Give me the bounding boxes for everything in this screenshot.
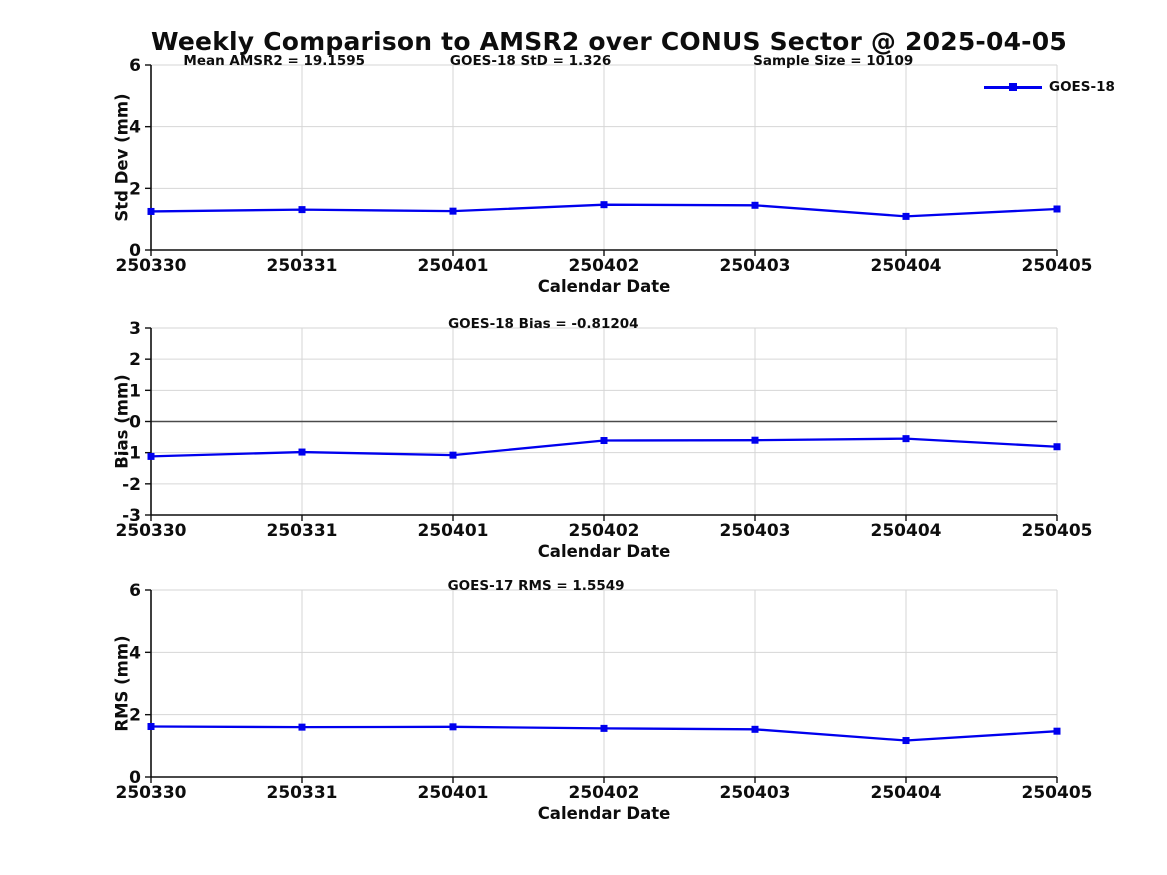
x-tick-label: 250405	[1022, 521, 1093, 541]
data-point-marker	[902, 435, 910, 443]
x-tick-label: 250402	[569, 256, 640, 276]
data-point-marker	[1053, 443, 1061, 451]
y-axis-label: RMS (mm)	[113, 635, 132, 731]
y-tick-label: 2	[129, 350, 141, 370]
data-point-marker	[600, 201, 608, 209]
x-tick-label: 250404	[871, 783, 942, 803]
data-point-marker	[751, 436, 759, 444]
data-point-marker	[751, 201, 759, 209]
x-axis-label: Calendar Date	[538, 277, 671, 296]
x-tick-label: 250331	[267, 521, 338, 541]
x-tick-label: 250403	[720, 521, 791, 541]
y-tick-label: 0	[129, 768, 141, 788]
annotation-text: Sample Size = 10109	[753, 53, 913, 69]
y-axis-label: Std Dev (mm)	[113, 93, 132, 221]
data-point-marker	[1053, 205, 1061, 213]
annotation-text: GOES-18 StD = 1.326	[450, 53, 611, 69]
annotation-text: GOES-18 Bias = -0.81204	[448, 316, 638, 332]
y-axis-label: Bias (mm)	[113, 374, 132, 468]
data-point-marker	[298, 448, 306, 456]
y-tick-label: 1	[129, 381, 141, 401]
y-tick-label: 2	[129, 706, 141, 726]
data-point-marker	[751, 725, 759, 733]
figure-title: Weekly Comparison to AMSR2 over CONUS Se…	[151, 27, 1067, 56]
data-point-marker	[600, 724, 608, 732]
x-tick-label: 250401	[418, 256, 489, 276]
x-tick-label: 250401	[418, 783, 489, 803]
data-point-marker	[147, 723, 155, 731]
x-tick-label: 250405	[1022, 783, 1093, 803]
x-tick-label: 250404	[871, 521, 942, 541]
data-point-marker	[449, 723, 457, 731]
x-tick-label: 250402	[569, 783, 640, 803]
legend-label: GOES-18	[1049, 79, 1115, 95]
data-point-marker	[298, 723, 306, 731]
data-point-marker	[449, 451, 457, 459]
data-point-marker	[298, 206, 306, 214]
x-tick-label: 250404	[871, 256, 942, 276]
x-tick-label: 250330	[116, 256, 187, 276]
legend-line-sample	[984, 82, 1042, 91]
bias-plot: 250330 250331 250401 250402 250403 250404 2504…	[113, 316, 1093, 561]
x-tick-label: 250330	[116, 783, 187, 803]
annotation-text: Mean AMSR2 = 19.1595	[183, 53, 365, 69]
y-tick-label: 4	[129, 643, 141, 663]
data-point-marker	[902, 212, 910, 220]
y-tick-label: -3	[122, 506, 141, 526]
y-tick-label: -1	[122, 444, 141, 464]
x-axis-label: Calendar Date	[538, 804, 671, 823]
stddev-plot: 250330 250331 250401 250402 250403 250404 2504…	[113, 53, 1093, 296]
x-tick-label: 250402	[569, 521, 640, 541]
x-tick-label: 250405	[1022, 256, 1093, 276]
y-tick-label: 6	[129, 581, 141, 601]
x-axis-label: Calendar Date	[538, 542, 671, 561]
data-point-marker	[1053, 727, 1061, 735]
data-point-marker	[902, 737, 910, 745]
y-tick-label: 4	[129, 118, 141, 138]
data-point-marker	[449, 207, 457, 215]
legend: GOES-18	[984, 79, 1115, 95]
x-tick-label: 250331	[267, 783, 338, 803]
y-tick-label: 0	[129, 241, 141, 261]
x-tick-label: 250401	[418, 521, 489, 541]
x-tick-label: 250403	[720, 256, 791, 276]
x-tick-label: 250330	[116, 521, 187, 541]
y-tick-label: 6	[129, 56, 141, 76]
y-tick-label: 0	[129, 413, 141, 433]
data-point-marker	[600, 437, 608, 445]
x-tick-label: 250403	[720, 783, 791, 803]
legend-marker	[1009, 82, 1017, 91]
y-tick-label: -2	[122, 475, 141, 495]
rms-plot: 250330 250331 250401 250402 250403 250404 2504…	[113, 578, 1093, 823]
y-tick-label: 3	[129, 319, 141, 339]
data-point-marker	[147, 207, 155, 215]
data-point-marker	[147, 452, 155, 460]
y-tick-label: 2	[129, 179, 141, 199]
annotation-text: GOES-17 RMS = 1.5549	[448, 578, 625, 594]
x-tick-label: 250331	[267, 256, 338, 276]
